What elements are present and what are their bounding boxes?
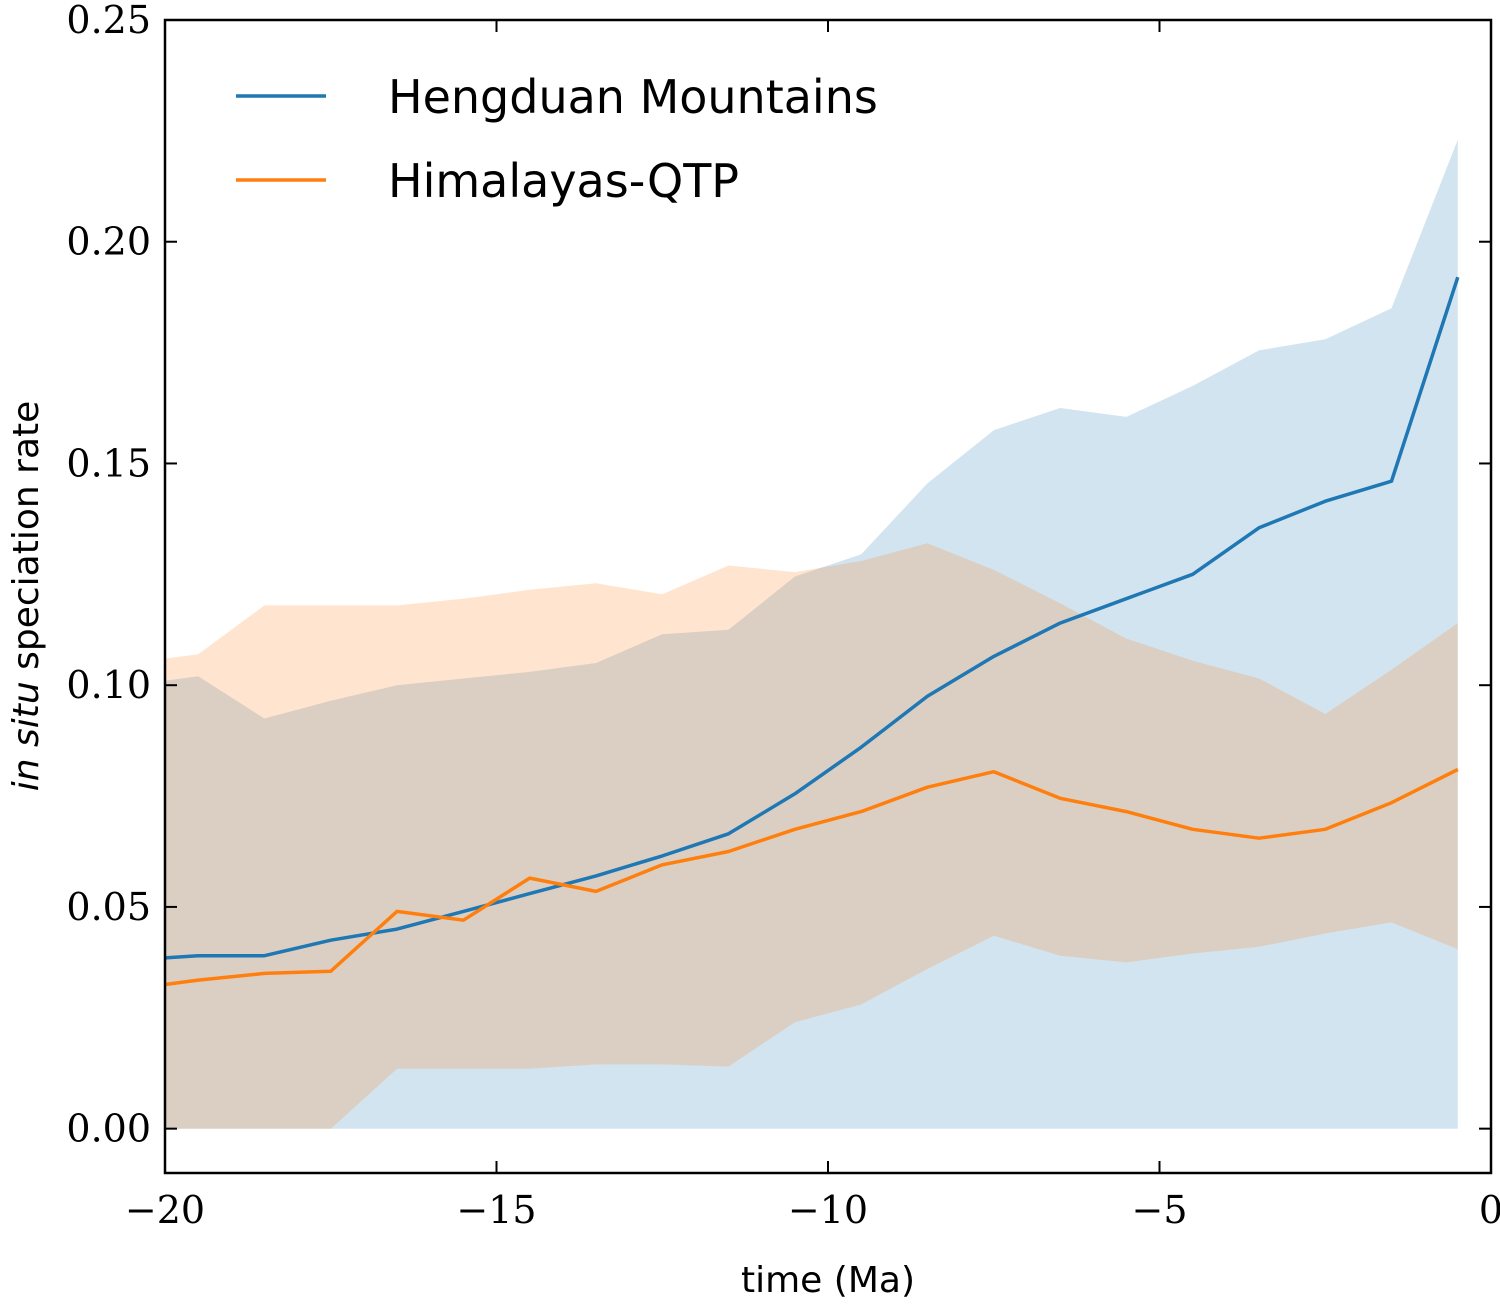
confidence-bands bbox=[165, 139, 1458, 1129]
series-lines bbox=[164, 276, 1460, 987]
line-himalayas bbox=[164, 767, 1459, 987]
axis-ticks bbox=[164, 19, 1492, 1173]
y-tick-label: 0.05 bbox=[66, 885, 151, 929]
x-tick-label: −20 bbox=[125, 1188, 205, 1232]
y-tick-label: 0.00 bbox=[66, 1107, 151, 1151]
y-axis-label-italic: in situ bbox=[6, 681, 47, 791]
y-tick-label: 0.25 bbox=[66, 0, 151, 42]
x-tick-label: −5 bbox=[1131, 1188, 1187, 1232]
y-axis-label: in situ speciation rate bbox=[6, 401, 47, 792]
x-tick-label: −15 bbox=[456, 1188, 536, 1232]
y-tick-label: 0.20 bbox=[66, 220, 151, 264]
line-hengduan bbox=[164, 276, 1460, 960]
tick-labels: −20 −15 −10 −5 0 0.00 0.05 0.10 0.15 0.20 0.25 bbox=[66, 0, 1500, 1232]
band-himalayas bbox=[165, 543, 1458, 1129]
y-axis-label-rest: speciation rate bbox=[6, 401, 47, 682]
x-tick-label: 0 bbox=[1479, 1188, 1500, 1232]
band-hengduan bbox=[165, 139, 1458, 1129]
x-axis-label: time (Ma) bbox=[741, 1260, 915, 1301]
x-tick-label: −10 bbox=[788, 1188, 868, 1232]
legend-label: Himalayas-QTP bbox=[388, 154, 739, 208]
legend: Hengduan Mountains Himalayas-QTP bbox=[236, 70, 878, 208]
y-tick-label: 0.15 bbox=[66, 441, 151, 485]
y-tick-label: 0.10 bbox=[66, 663, 151, 707]
legend-label: Hengduan Mountains bbox=[388, 70, 878, 124]
